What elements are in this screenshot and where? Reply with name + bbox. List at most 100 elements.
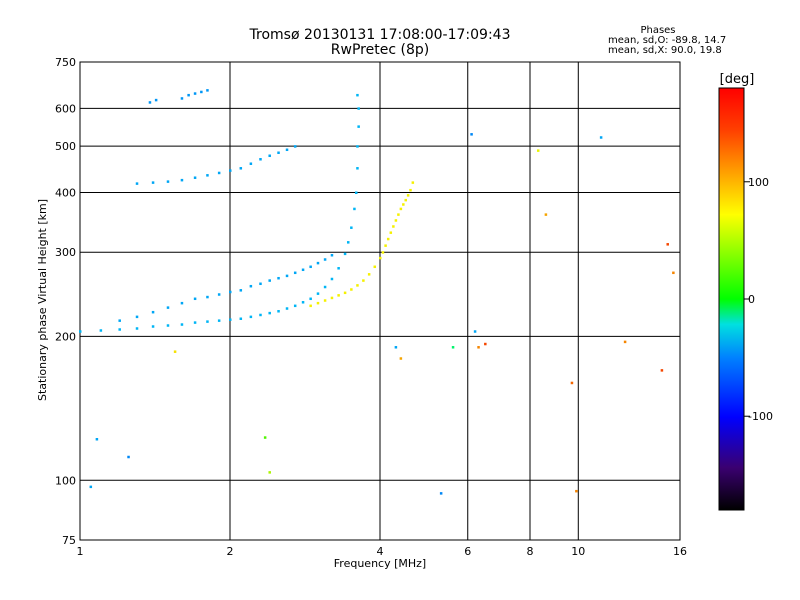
data-point — [229, 318, 232, 321]
phase-stats-o: mean, sd,O: -89.8, 14.7 — [608, 35, 726, 46]
data-point — [268, 471, 271, 474]
data-point — [200, 90, 203, 94]
data-point — [277, 276, 280, 280]
data-point — [330, 277, 334, 281]
data-point — [357, 107, 360, 110]
data-point — [381, 251, 385, 254]
data-point — [323, 258, 327, 261]
data-point — [217, 319, 221, 322]
data-point — [384, 244, 387, 247]
data-point — [357, 125, 360, 128]
data-point — [259, 313, 262, 317]
data-point — [277, 310, 280, 313]
data-point — [148, 101, 152, 104]
data-point — [193, 321, 197, 324]
data-point — [406, 194, 410, 197]
gridlines — [79, 62, 681, 540]
data-point — [301, 301, 305, 304]
data-point — [293, 271, 297, 275]
phase-stats-heading: Phases — [640, 25, 675, 36]
colorbar — [718, 87, 745, 511]
data-point — [356, 167, 359, 170]
data-point — [239, 167, 243, 170]
data-point — [330, 296, 334, 300]
phase-stats-x: mean, sd,X: 90.0, 19.8 — [608, 45, 722, 56]
data-point — [193, 297, 197, 301]
data-point — [249, 315, 253, 319]
data-point — [399, 357, 403, 360]
data-point — [470, 133, 473, 136]
y-tick-label: 600 — [55, 102, 76, 115]
data-point — [439, 492, 443, 495]
data-point — [337, 267, 340, 270]
data-point — [259, 158, 262, 161]
data-point — [239, 289, 243, 292]
data-point — [660, 369, 664, 372]
data-points — [79, 89, 675, 495]
data-point — [570, 381, 574, 385]
data-point — [206, 295, 209, 299]
colorbar-tick-label: -100 — [748, 410, 773, 423]
data-point — [193, 176, 197, 179]
data-point — [180, 301, 184, 305]
data-point — [285, 274, 289, 278]
x-tick-label: 6 — [464, 545, 471, 558]
data-point — [389, 231, 393, 234]
data-point — [206, 89, 209, 92]
data-point — [411, 181, 415, 184]
data-point — [293, 145, 297, 148]
data-point — [249, 162, 253, 165]
y-axis-label: Stationary phase Virtual Height [km] — [36, 199, 49, 401]
data-point — [135, 182, 139, 185]
data-point — [229, 290, 232, 294]
data-point — [451, 346, 455, 349]
data-point — [135, 315, 139, 319]
y-tick-label: 100 — [55, 474, 76, 487]
data-point — [379, 256, 382, 260]
data-point — [217, 171, 221, 175]
data-point — [135, 327, 139, 330]
data-point — [350, 226, 353, 229]
data-point — [151, 310, 155, 314]
data-point — [151, 181, 155, 184]
data-point — [229, 169, 232, 172]
data-point — [392, 225, 395, 228]
data-point — [316, 292, 320, 295]
data-point — [79, 330, 82, 333]
data-point — [309, 297, 312, 301]
data-point — [285, 307, 289, 310]
data-point — [356, 145, 359, 148]
y-tick-label: 300 — [55, 246, 76, 259]
data-point — [309, 265, 312, 269]
data-point — [397, 213, 400, 216]
data-point — [666, 243, 669, 246]
data-point — [536, 149, 540, 152]
data-point — [166, 180, 170, 183]
colorbar-label: [deg] — [720, 72, 755, 87]
y-tick-label: 200 — [55, 330, 76, 343]
data-point — [343, 291, 347, 295]
data-point — [180, 323, 184, 326]
data-point — [166, 306, 170, 309]
data-point — [180, 178, 184, 182]
data-point — [337, 294, 340, 297]
data-point — [217, 293, 221, 296]
data-point — [206, 174, 209, 177]
data-point — [118, 328, 121, 331]
data-point — [373, 265, 377, 269]
colorbar-ticks: 100 0 -100 — [744, 176, 773, 423]
data-point — [394, 346, 398, 349]
data-point — [386, 237, 390, 241]
data-point — [402, 203, 405, 206]
data-point — [249, 284, 253, 288]
data-point — [173, 350, 177, 353]
data-point — [362, 279, 365, 282]
data-point — [193, 92, 197, 95]
data-point — [623, 340, 627, 344]
data-point — [353, 207, 356, 211]
x-tick-label: 4 — [377, 545, 384, 558]
data-point — [672, 271, 675, 275]
data-point — [356, 93, 359, 97]
y-tick-label: 750 — [55, 56, 76, 69]
x-tick-label: 1 — [77, 545, 84, 558]
